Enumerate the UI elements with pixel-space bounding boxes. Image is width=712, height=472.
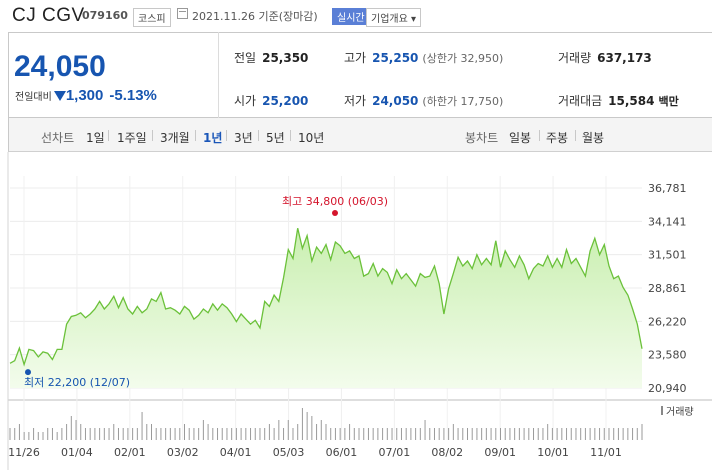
x-tick-label: 10/01 [537, 446, 569, 459]
chart-toolbar: 선차트 1일 1주일 3개월 1년 3년 5년 10년 봉차트 일봉 주봉 월봉 [8, 118, 712, 152]
volume-legend-swatch [661, 406, 663, 415]
y-tick-label: 31,501 [648, 249, 687, 262]
y-tick-label: 34,141 [648, 215, 687, 228]
y-tick-label: 23,580 [648, 349, 687, 362]
candle-monthly[interactable]: 월봉 [582, 131, 605, 145]
high-value: 25,250 [372, 51, 419, 65]
y-tick-label: 26,220 [648, 315, 687, 328]
calendar-icon [177, 8, 188, 19]
period-1d[interactable]: 1일 [86, 131, 105, 145]
amount-unit: 백만 [658, 95, 679, 108]
open-cell: 시가 25,200 [234, 92, 308, 109]
quote-date: 2021.11.26 기준(장마감) [192, 10, 318, 23]
low-annotation: 최저 22,200 (12/07) [24, 376, 130, 389]
high-marker [332, 210, 338, 217]
company-info-dropdown[interactable]: 기업개요 ▾ [366, 8, 421, 27]
high-annotation: 최고 34,800 (06/03) [282, 195, 388, 208]
stock-code: 079160 [82, 9, 128, 22]
amount-label: 거래대금 [558, 94, 603, 108]
period-1y[interactable]: 1년 [203, 131, 223, 145]
period-1w[interactable]: 1주일 [117, 131, 147, 145]
change-row: 전일대비 1,300 -5.13% [15, 87, 157, 104]
x-tick-label: 08/02 [431, 446, 463, 459]
high-label: 고가 [344, 51, 367, 65]
change-label: 전일대비 [15, 92, 52, 103]
volume-value: 637,173 [597, 51, 652, 65]
amount-cell: 거래대금 15,584 백만 [558, 92, 679, 109]
volume-cell: 거래량 637,173 [558, 49, 652, 66]
change-percent: -5.13% [109, 87, 157, 104]
price-line [9, 228, 643, 367]
amount-value: 15,584 [608, 94, 655, 108]
upper-limit: (상한가 32,950) [422, 52, 504, 65]
change-amount: 1,300 [65, 87, 104, 104]
candle-daily[interactable]: 일봉 [509, 131, 532, 145]
company-name: CJ CGV [12, 5, 85, 26]
header: CJ CGV 079160 코스피 2021.11.26 기준(장마감) 실시간… [0, 0, 712, 32]
volume-label: 거래량 [558, 51, 592, 65]
x-tick-label: 07/01 [379, 446, 411, 459]
candle-chart-label: 봉차트 [465, 131, 499, 145]
current-price: 24,050 [14, 50, 106, 83]
market-badge: 코스피 [133, 8, 171, 27]
y-tick-label: 28,861 [648, 282, 687, 295]
x-tick-label: 03/02 [167, 446, 199, 459]
period-5y[interactable]: 5년 [266, 131, 285, 145]
prev-close-label: 전일 [234, 51, 257, 65]
high-cell: 고가 25,250 (상한가 32,950) [344, 49, 503, 66]
x-tick-label: 11/26 [8, 446, 40, 459]
line-chart-label: 선차트 [41, 131, 75, 145]
volume-legend: 거래량 [666, 406, 694, 418]
open-value: 25,200 [262, 94, 309, 108]
low-value: 24,050 [372, 94, 419, 108]
x-tick-label: 06/01 [326, 446, 358, 459]
x-tick-label: 05/03 [273, 446, 305, 459]
x-tick-label: 11/01 [590, 446, 622, 459]
x-tick-label: 01/04 [61, 446, 93, 459]
open-label: 시가 [234, 94, 257, 108]
x-tick-label: 09/01 [484, 446, 516, 459]
y-tick-label: 20,940 [648, 382, 687, 395]
price-area [10, 228, 642, 388]
prev-close-value: 25,350 [262, 51, 309, 65]
x-tick-label: 04/01 [220, 446, 252, 459]
realtime-button[interactable]: 실시간 [332, 8, 370, 25]
low-marker [25, 369, 31, 376]
low-label: 저가 [344, 94, 367, 108]
period-3y[interactable]: 3년 [234, 131, 253, 145]
y-tick-label: 36,781 [648, 182, 687, 195]
x-tick-label: 02/01 [114, 446, 146, 459]
down-arrow-icon [53, 91, 66, 101]
prev-close-cell: 전일 25,350 [234, 49, 308, 66]
lower-limit: (하한가 17,750) [422, 95, 504, 108]
period-3m[interactable]: 3개월 [160, 131, 190, 145]
period-10y[interactable]: 10년 [298, 131, 325, 145]
quote-divider [218, 32, 219, 118]
low-cell: 저가 24,050 (하한가 17,750) [344, 92, 503, 109]
candle-weekly[interactable]: 주봉 [546, 131, 569, 145]
quote-panel [8, 32, 712, 118]
price-chart: 36,781 34,141 31,501 28,861 26,220 23,580 20,9… [7, 152, 712, 470]
